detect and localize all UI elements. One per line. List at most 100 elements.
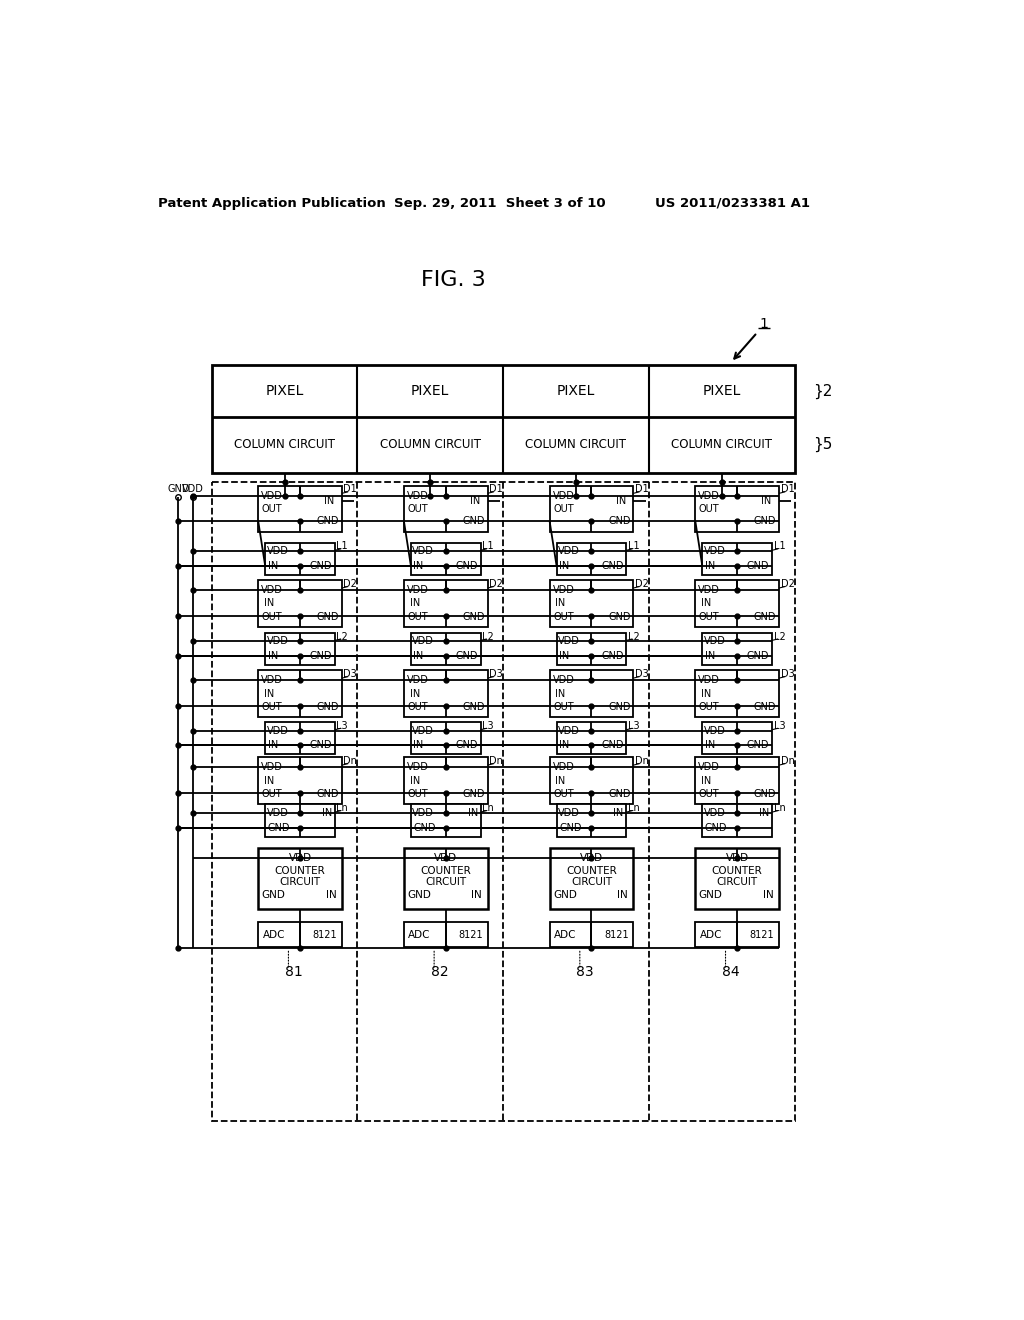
Bar: [695, 847, 779, 909]
Text: IN: IN: [264, 689, 274, 698]
Text: OUT: OUT: [408, 504, 428, 513]
Text: GND: GND: [601, 741, 624, 750]
Text: IN: IN: [323, 808, 333, 818]
Text: IN: IN: [414, 741, 424, 750]
Bar: [403, 671, 487, 717]
Text: VDD: VDD: [407, 676, 429, 685]
Bar: [695, 581, 779, 627]
Text: 84: 84: [722, 965, 739, 978]
Bar: [550, 486, 633, 532]
Text: 8121: 8121: [458, 929, 483, 940]
Text: GND: GND: [309, 651, 332, 661]
Text: IN: IN: [613, 808, 624, 818]
Bar: [557, 804, 627, 837]
Text: VDD: VDD: [413, 546, 434, 556]
Text: IN: IN: [410, 689, 420, 698]
Text: D3: D3: [343, 669, 357, 680]
Text: IN: IN: [617, 890, 628, 900]
Text: COUNTER: COUNTER: [712, 866, 763, 875]
Text: VDD: VDD: [413, 808, 434, 818]
Text: VDD: VDD: [413, 636, 434, 647]
Text: OUT: OUT: [262, 788, 283, 799]
Text: IN: IN: [701, 776, 712, 785]
Bar: [265, 722, 335, 755]
Text: 81: 81: [285, 965, 303, 978]
Text: VDD: VDD: [407, 491, 429, 500]
Text: D3: D3: [489, 669, 503, 680]
Text: IN: IN: [264, 776, 274, 785]
Text: L3: L3: [337, 721, 348, 731]
Bar: [550, 923, 633, 946]
Text: VDD: VDD: [580, 853, 603, 863]
Text: GND: GND: [463, 788, 485, 799]
Text: Ln: Ln: [628, 804, 640, 813]
Text: L1: L1: [628, 541, 640, 552]
Text: 82: 82: [431, 965, 449, 978]
Text: VDD: VDD: [434, 853, 458, 863]
Text: GND: GND: [608, 702, 631, 711]
Bar: [557, 543, 627, 576]
Text: COLUMN CIRCUIT: COLUMN CIRCUIT: [380, 438, 480, 451]
Bar: [258, 923, 342, 946]
Text: D3: D3: [635, 669, 648, 680]
Bar: [702, 632, 772, 665]
Text: CIRCUIT: CIRCUIT: [280, 878, 321, 887]
Text: D2: D2: [635, 579, 649, 589]
Text: IN: IN: [268, 741, 279, 750]
Text: IN: IN: [615, 496, 626, 506]
Text: GND: GND: [463, 611, 485, 622]
Text: GND: GND: [705, 822, 727, 833]
Text: 83: 83: [577, 965, 594, 978]
Text: FIG. 3: FIG. 3: [421, 271, 485, 290]
Text: }5: }5: [813, 437, 833, 453]
Text: IN: IN: [559, 561, 569, 570]
Bar: [258, 758, 342, 804]
Text: VDD: VDD: [703, 808, 726, 818]
Text: D2: D2: [489, 579, 503, 589]
Text: VDD: VDD: [261, 491, 283, 500]
Bar: [403, 923, 487, 946]
Text: GND: GND: [463, 516, 485, 527]
Text: D2: D2: [780, 579, 795, 589]
Text: 8121: 8121: [312, 929, 337, 940]
Text: COUNTER: COUNTER: [274, 866, 326, 875]
Bar: [695, 923, 779, 946]
Text: VDD: VDD: [558, 636, 580, 647]
Text: Dn: Dn: [635, 756, 649, 767]
Text: ADC: ADC: [262, 929, 285, 940]
Bar: [411, 632, 480, 665]
Text: Dn: Dn: [780, 756, 795, 767]
Text: ADC: ADC: [699, 929, 722, 940]
Text: IN: IN: [468, 808, 478, 818]
Bar: [702, 543, 772, 576]
Text: GND: GND: [559, 822, 582, 833]
Bar: [702, 804, 772, 837]
Text: GND: GND: [167, 484, 189, 495]
Text: ADC: ADC: [554, 929, 577, 940]
Text: GND: GND: [309, 561, 332, 570]
Bar: [550, 671, 633, 717]
Text: GND: GND: [608, 611, 631, 622]
Text: D1: D1: [635, 484, 648, 495]
Text: IN: IN: [555, 689, 565, 698]
Text: D3: D3: [780, 669, 795, 680]
Text: Ln: Ln: [337, 804, 348, 813]
Text: OUT: OUT: [553, 611, 573, 622]
Text: IN: IN: [471, 890, 482, 900]
Bar: [550, 581, 633, 627]
Text: IN: IN: [555, 776, 565, 785]
Text: GND: GND: [746, 741, 769, 750]
Text: VDD: VDD: [703, 636, 726, 647]
Text: VDD: VDD: [558, 726, 580, 735]
Text: VDD: VDD: [261, 763, 283, 772]
Text: IN: IN: [470, 496, 480, 506]
Text: GND: GND: [608, 788, 631, 799]
Text: GND: GND: [268, 822, 291, 833]
Text: IN: IN: [559, 741, 569, 750]
Text: ADC: ADC: [409, 929, 431, 940]
Text: IN: IN: [705, 651, 715, 661]
Text: CIRCUIT: CIRCUIT: [425, 878, 466, 887]
Text: GND: GND: [601, 561, 624, 570]
Bar: [212, 482, 795, 1121]
Text: COLUMN CIRCUIT: COLUMN CIRCUIT: [671, 438, 772, 451]
